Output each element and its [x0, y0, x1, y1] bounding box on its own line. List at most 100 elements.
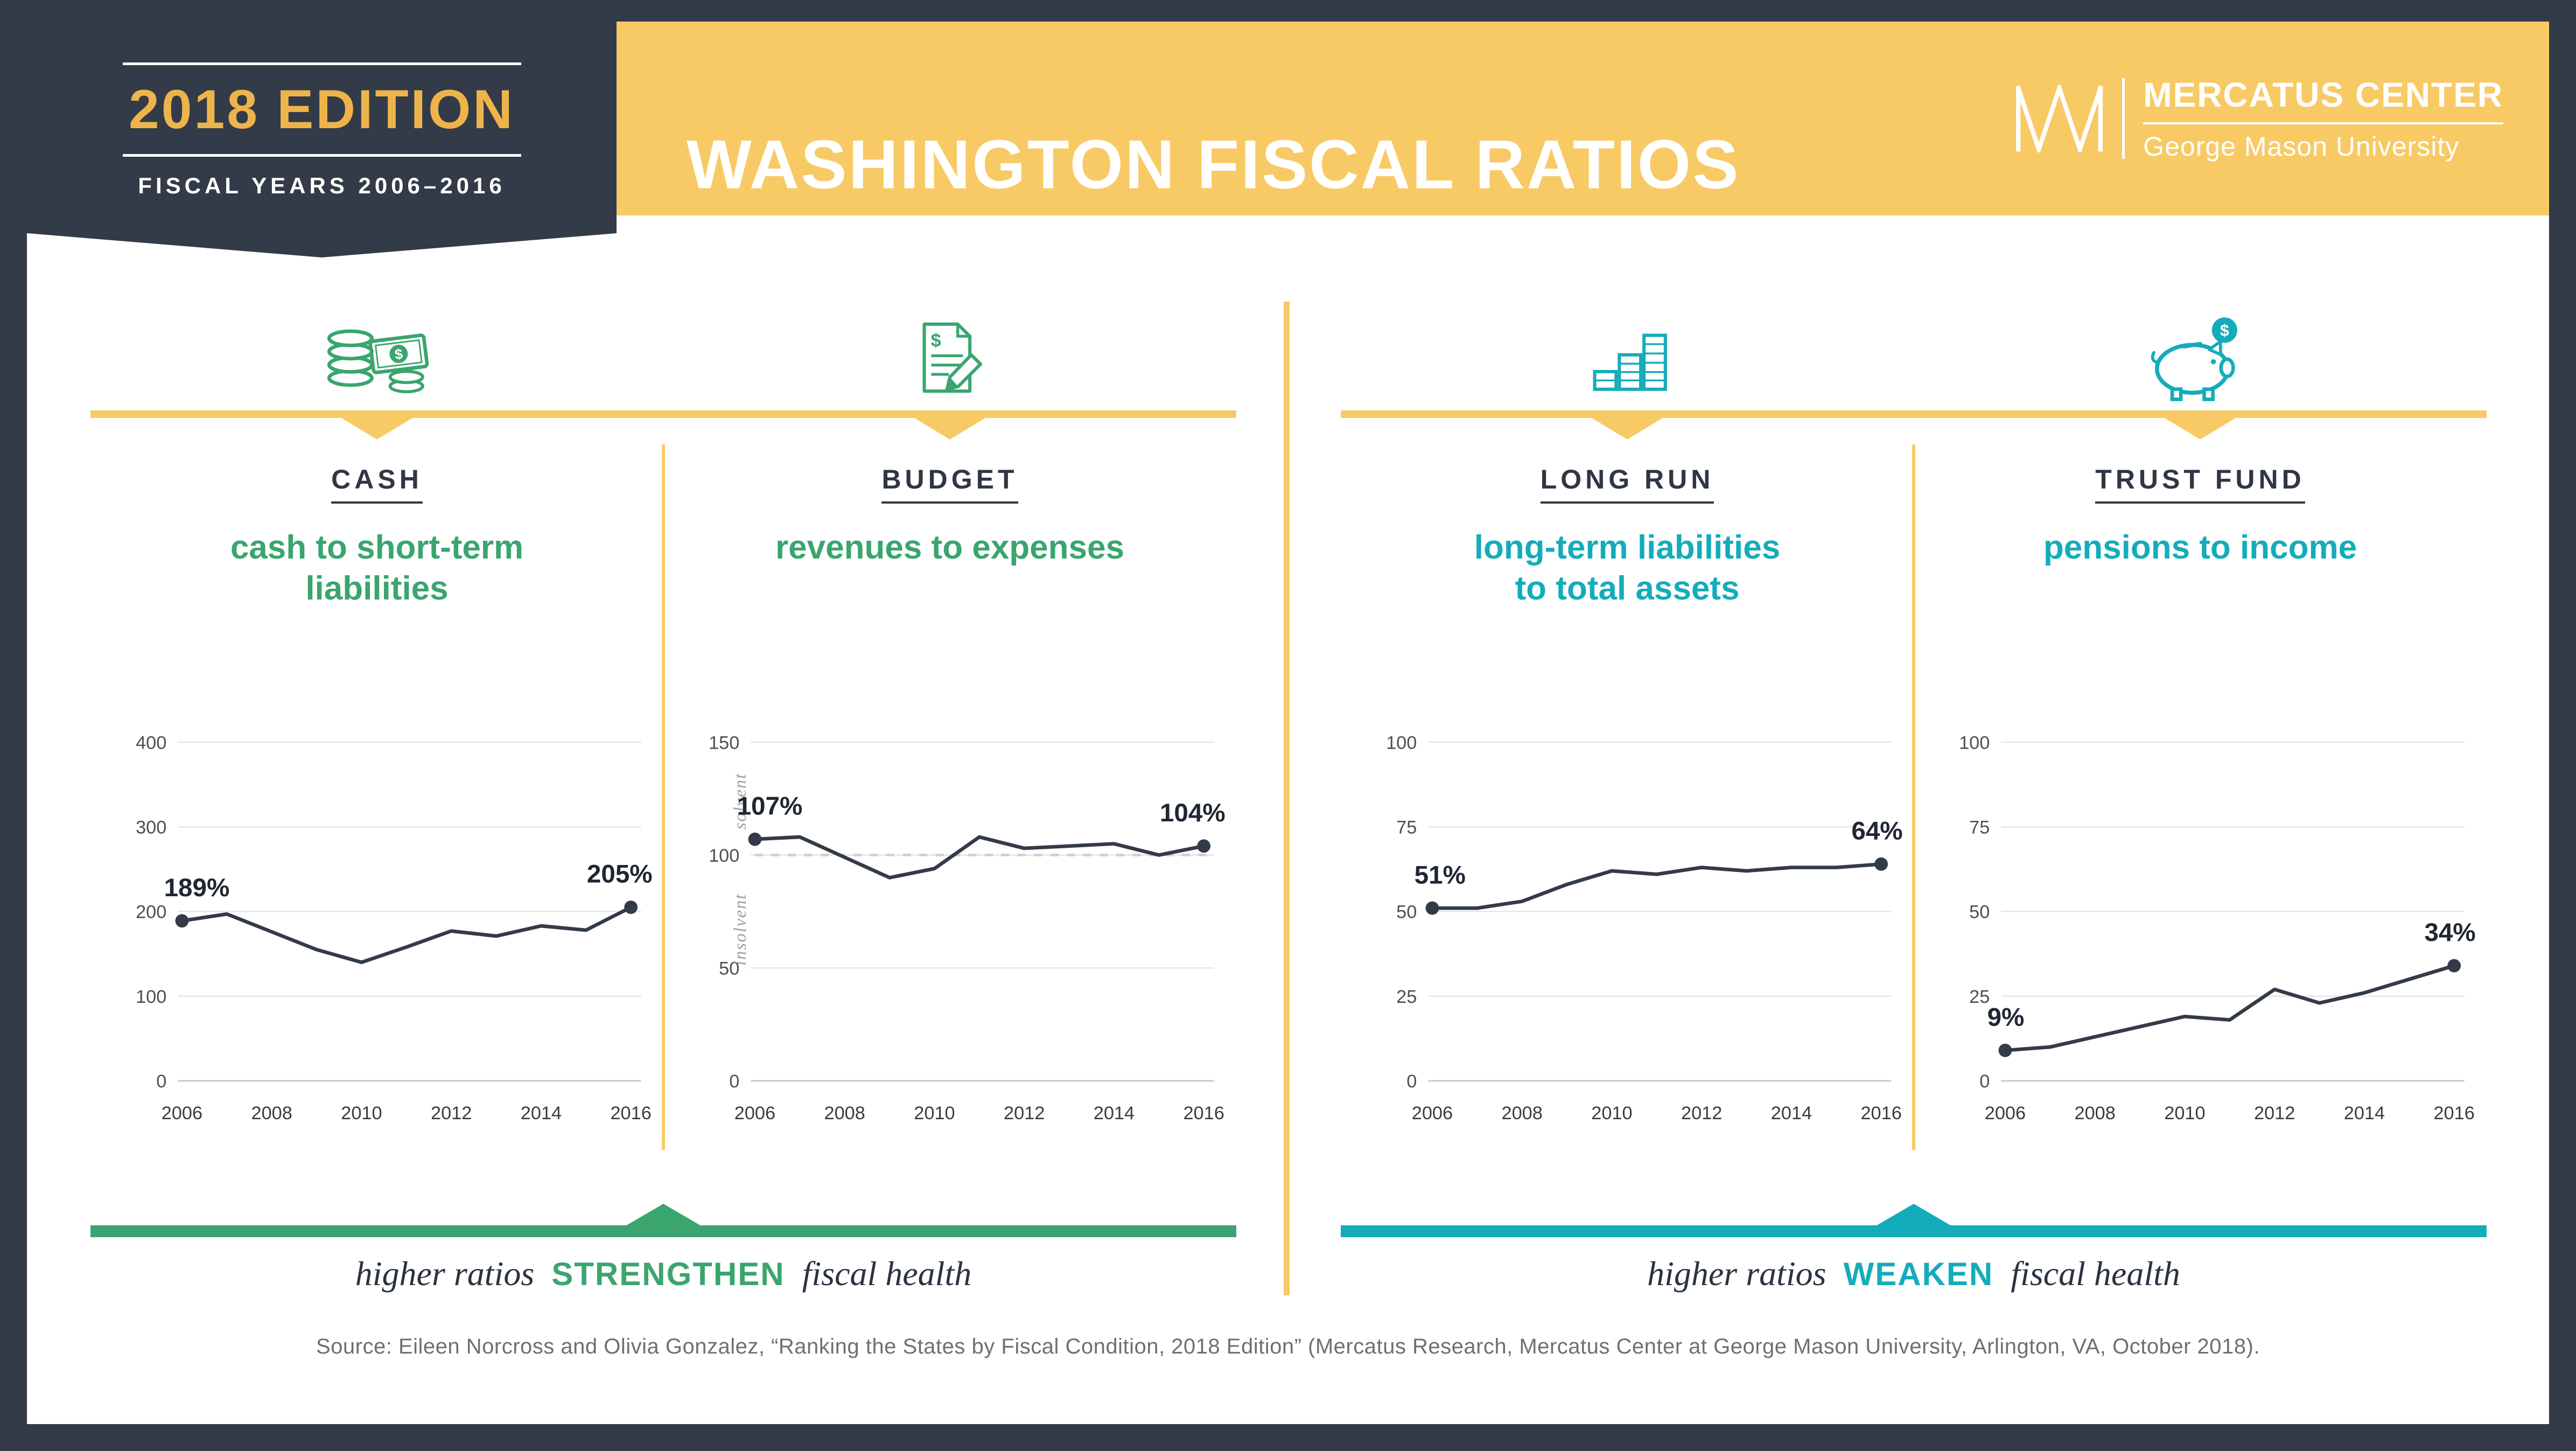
- rising-coin-stacks-icon: [1593, 333, 1667, 391]
- svg-text:2010: 2010: [2164, 1103, 2205, 1124]
- svg-text:189%: 189%: [164, 874, 230, 902]
- svg-text:2008: 2008: [824, 1103, 865, 1124]
- budget-icon-slot: $: [899, 291, 1001, 412]
- svg-text:300: 300: [136, 818, 166, 838]
- svg-text:400: 400: [136, 733, 166, 753]
- strengthen-gold-rule: [90, 410, 1236, 418]
- weaken-note-prefix: higher ratios: [1647, 1254, 1826, 1293]
- strengthen-keyword: STRENGTHEN: [551, 1256, 785, 1292]
- svg-text:solvent: solvent: [731, 773, 750, 829]
- svg-text:205%: 205%: [587, 860, 653, 889]
- svg-text:2014: 2014: [1094, 1103, 1135, 1124]
- long-run-icon-slot: [1576, 291, 1678, 412]
- mercatus-logo-icon: [2015, 85, 2104, 152]
- group-weaken: LONG RUN long-term liabilities to total …: [1341, 291, 2487, 1314]
- panel-long-run: LONG RUN long-term liabilities to total …: [1341, 291, 1914, 1138]
- svg-text:2016: 2016: [1860, 1103, 1901, 1124]
- svg-text:0: 0: [156, 1071, 166, 1092]
- svg-text:2016: 2016: [610, 1103, 651, 1124]
- coins-and-banknote-icon: $: [327, 329, 429, 394]
- weaken-note-suffix: fiscal health: [2011, 1254, 2180, 1293]
- svg-text:2016: 2016: [1183, 1103, 1224, 1124]
- svg-text:2012: 2012: [1004, 1103, 1045, 1124]
- svg-text:100: 100: [136, 987, 166, 1007]
- svg-text:insolvent: insolvent: [731, 894, 750, 966]
- svg-text:2006: 2006: [1985, 1103, 2026, 1124]
- weaken-keyword: WEAKEN: [1843, 1256, 1994, 1292]
- banner-rule-bottom: [122, 154, 521, 157]
- svg-text:2012: 2012: [431, 1103, 472, 1124]
- svg-text:2010: 2010: [341, 1103, 382, 1124]
- long-run-chart: 0 25 50 75 100 2006 2008 2010 2012 2014 2016 51% 64%: [1386, 733, 1903, 1124]
- svg-text:34%: 34%: [2424, 918, 2475, 947]
- svg-text:2014: 2014: [521, 1103, 562, 1124]
- cash-chevron-marker: [341, 418, 412, 440]
- svg-text:0: 0: [1979, 1071, 1990, 1092]
- svg-text:2008: 2008: [1502, 1103, 1543, 1124]
- trust-fund-icon-slot: $: [2144, 291, 2257, 412]
- svg-text:50: 50: [1396, 902, 1417, 923]
- trust-fund-chart: 0 25 50 75 100 2006 2008 2010 2012 2014 2016 9% 34%: [1959, 733, 2476, 1124]
- svg-text:$: $: [394, 346, 404, 363]
- svg-text:100: 100: [709, 846, 739, 866]
- cash-budget-divider: [662, 444, 665, 1150]
- svg-text:150: 150: [709, 733, 739, 753]
- svg-text:2010: 2010: [914, 1103, 955, 1124]
- svg-text:100: 100: [1959, 733, 1990, 753]
- trust-fund-chevron-marker: [2165, 418, 2236, 440]
- fiscal-years-label: FISCAL YEARS 2006–2016: [138, 173, 506, 198]
- brand-text: MERCATUS CENTER George Mason University: [2143, 75, 2503, 162]
- svg-text:50: 50: [719, 959, 739, 979]
- svg-text:50: 50: [1969, 902, 1990, 923]
- svg-text:75: 75: [1396, 818, 1417, 838]
- strengthen-bar: [90, 1225, 1236, 1237]
- svg-text:2010: 2010: [1591, 1103, 1632, 1124]
- svg-text:51%: 51%: [1415, 861, 1466, 889]
- svg-text:200: 200: [136, 902, 166, 923]
- group-strengthen: $ CASH cash to short-term liabilities 0 1…: [90, 291, 1236, 1314]
- panel-subtitle-long-run: long-term liabilities to total assets: [1474, 529, 1781, 607]
- svg-text:2006: 2006: [162, 1103, 202, 1124]
- svg-text:2012: 2012: [1681, 1103, 1722, 1124]
- svg-text:2016: 2016: [2433, 1103, 2474, 1124]
- svg-text:25: 25: [1969, 987, 1990, 1007]
- strengthen-note-prefix: higher ratios: [355, 1254, 535, 1293]
- strengthen-note-suffix: fiscal health: [802, 1254, 972, 1293]
- piggy-bank-icon: $: [2151, 317, 2237, 401]
- svg-text:0: 0: [1406, 1071, 1417, 1092]
- panel-cash: $ CASH cash to short-term liabilities 0 1…: [90, 291, 663, 1138]
- svg-text:$: $: [2220, 322, 2229, 339]
- svg-text:107%: 107%: [737, 792, 803, 820]
- svg-text:9%: 9%: [1987, 1003, 2025, 1031]
- brand-name: MERCATUS CENTER: [2143, 75, 2503, 124]
- panel-subtitle-trust-fund: pensions to income: [2043, 529, 2357, 566]
- svg-text:0: 0: [729, 1071, 739, 1092]
- svg-text:64%: 64%: [1851, 817, 1902, 846]
- svg-text:2014: 2014: [2344, 1103, 2385, 1124]
- weaken-note: higher ratios WEAKEN fiscal health: [1341, 1254, 2487, 1294]
- panel-heading-long-run: LONG RUN: [1540, 464, 1714, 504]
- panel-heading-cash: CASH: [331, 464, 423, 504]
- cash-icon-slot: $: [320, 291, 433, 412]
- svg-text:75: 75: [1969, 818, 1990, 838]
- page-title: WASHINGTON FISCAL RATIOS: [687, 126, 1740, 204]
- budget-chart: 0 50 100 150 solvent insolvent 2006 2008 2010 201…: [709, 733, 1226, 1124]
- edition-label: 2018 EDITION: [129, 79, 515, 140]
- panel-subtitle-budget: revenues to expenses: [775, 529, 1124, 566]
- weaken-gold-rule: [1341, 410, 2487, 418]
- brand-university: George Mason University: [2143, 131, 2460, 162]
- document-dollar-pencil-icon: $: [922, 322, 983, 393]
- svg-text:25: 25: [1396, 987, 1417, 1007]
- edition-banner: 2018 EDITION FISCAL YEARS 2006–2016: [27, 0, 617, 257]
- brand-separator: [2122, 78, 2125, 159]
- svg-text:2006: 2006: [734, 1103, 775, 1124]
- long-run-chevron-marker: [1592, 418, 1663, 440]
- mercatus-brand: MERCATUS CENTER George Mason University: [2015, 75, 2503, 162]
- svg-text:2008: 2008: [2075, 1103, 2116, 1124]
- svg-text:104%: 104%: [1160, 799, 1226, 827]
- source-citation: Source: Eileen Norcross and Olivia Gonza…: [316, 1335, 2260, 1358]
- budget-chevron-marker: [914, 418, 985, 440]
- strengthen-note: higher ratios STRENGTHEN fiscal health: [90, 1254, 1236, 1294]
- weaken-bar-chevron: [1875, 1204, 1952, 1226]
